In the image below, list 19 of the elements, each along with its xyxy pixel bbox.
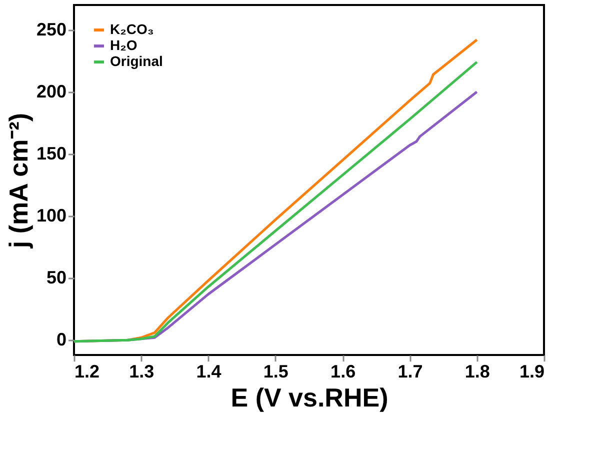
y-tick-label: 250 [36, 19, 66, 40]
x-tick-label: 1.8 [464, 362, 490, 382]
y-tick-label: 150 [36, 143, 66, 164]
x-tick-label: 1.6 [330, 362, 356, 382]
legend-label: H₂O [110, 37, 138, 53]
legend-label: Original [110, 53, 163, 69]
x-tick-label: 1.3 [129, 362, 154, 382]
y-tick-label: 50 [46, 268, 66, 288]
y-tick-label: 100 [36, 205, 66, 226]
x-tick-label: 1.9 [519, 362, 544, 382]
x-axis-title: E (V vs.RHE) [230, 382, 388, 412]
x-tick-label: 1.7 [398, 362, 423, 382]
y-tick-label: 200 [36, 81, 66, 102]
x-tick-label: 1.4 [196, 362, 222, 382]
y-tick-label: 0 [56, 330, 66, 350]
x-tick-label: 1.2 [74, 362, 100, 382]
legend-label: K₂CO₃ [110, 21, 154, 37]
x-tick-label: 1.5 [263, 362, 288, 382]
y-axis-title: j (mA cm⁻²) [3, 112, 34, 250]
